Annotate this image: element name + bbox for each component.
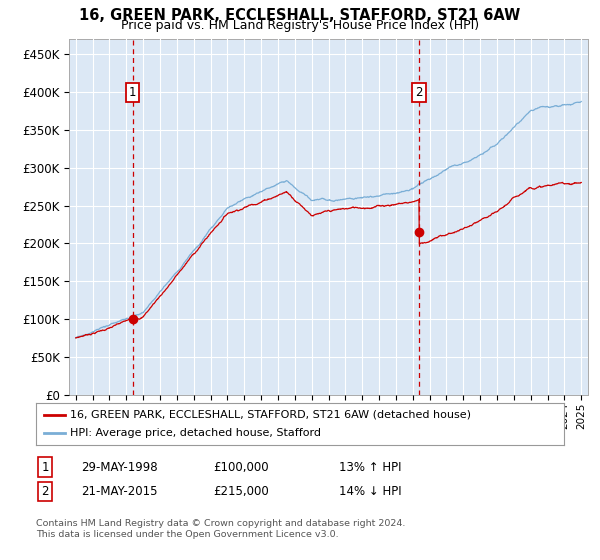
Text: 13% ↑ HPI: 13% ↑ HPI — [339, 460, 401, 474]
Text: 29-MAY-1998: 29-MAY-1998 — [81, 460, 158, 474]
Text: Contains HM Land Registry data © Crown copyright and database right 2024.
This d: Contains HM Land Registry data © Crown c… — [36, 519, 406, 539]
Text: 16, GREEN PARK, ECCLESHALL, STAFFORD, ST21 6AW: 16, GREEN PARK, ECCLESHALL, STAFFORD, ST… — [79, 8, 521, 24]
Text: 16, GREEN PARK, ECCLESHALL, STAFFORD, ST21 6AW (detached house): 16, GREEN PARK, ECCLESHALL, STAFFORD, ST… — [70, 410, 472, 420]
Text: 21-MAY-2015: 21-MAY-2015 — [81, 485, 157, 498]
Text: Price paid vs. HM Land Registry's House Price Index (HPI): Price paid vs. HM Land Registry's House … — [121, 19, 479, 32]
Text: 1: 1 — [129, 86, 136, 99]
Text: HPI: Average price, detached house, Stafford: HPI: Average price, detached house, Staf… — [70, 428, 322, 438]
Text: 1: 1 — [41, 460, 49, 474]
Text: 2: 2 — [41, 485, 49, 498]
Text: 2: 2 — [415, 86, 423, 99]
Text: 14% ↓ HPI: 14% ↓ HPI — [339, 485, 401, 498]
Text: £215,000: £215,000 — [213, 485, 269, 498]
Text: £100,000: £100,000 — [213, 460, 269, 474]
